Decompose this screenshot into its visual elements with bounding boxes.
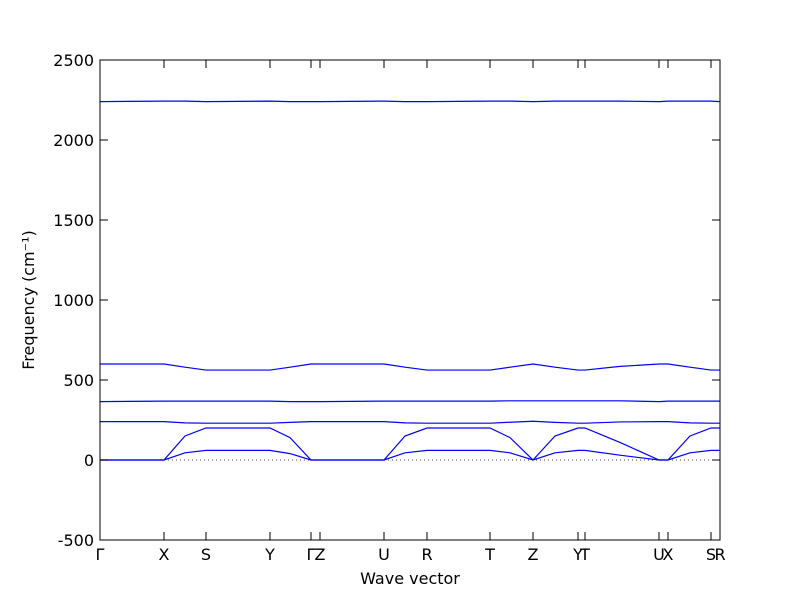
y-tick-label: 2000 — [53, 131, 94, 150]
x-tick-label: T — [484, 545, 495, 564]
x-tick-label: U — [378, 545, 390, 564]
x-tick-label: Γ — [96, 545, 105, 564]
x-axis-label: Wave vector — [360, 569, 460, 588]
band-line — [100, 363, 720, 371]
x-tick-label: Y — [572, 545, 583, 564]
y-tick-label: -500 — [58, 531, 94, 550]
x-tick-label: U — [653, 545, 665, 564]
x-tick-label: X — [159, 545, 170, 564]
plot-frame — [99, 59, 721, 541]
x-tick-label: S — [201, 545, 211, 564]
band-line — [99, 400, 720, 403]
y-tick-label: 2500 — [53, 51, 94, 70]
x-tick-label: X — [663, 545, 674, 564]
x-tick-label: R — [714, 545, 725, 564]
x-tick-label: S — [706, 545, 716, 564]
y-tick-label: 0 — [84, 451, 94, 470]
y-tick-label: 1500 — [53, 211, 94, 230]
x-tick-label: Y — [264, 545, 275, 564]
y-tick-label: 500 — [63, 371, 94, 390]
x-tick-label: R — [421, 545, 432, 564]
x-tick-label: Z — [315, 545, 326, 564]
band-line — [100, 449, 720, 461]
x-tick-label: T — [579, 545, 590, 564]
x-tick-label: Z — [528, 545, 539, 564]
y-axis-label: Frequency (cm⁻¹) — [19, 230, 38, 369]
band-line — [100, 420, 720, 424]
y-tick-label: 1000 — [53, 291, 94, 310]
x-tick-label: Γ — [307, 545, 316, 564]
